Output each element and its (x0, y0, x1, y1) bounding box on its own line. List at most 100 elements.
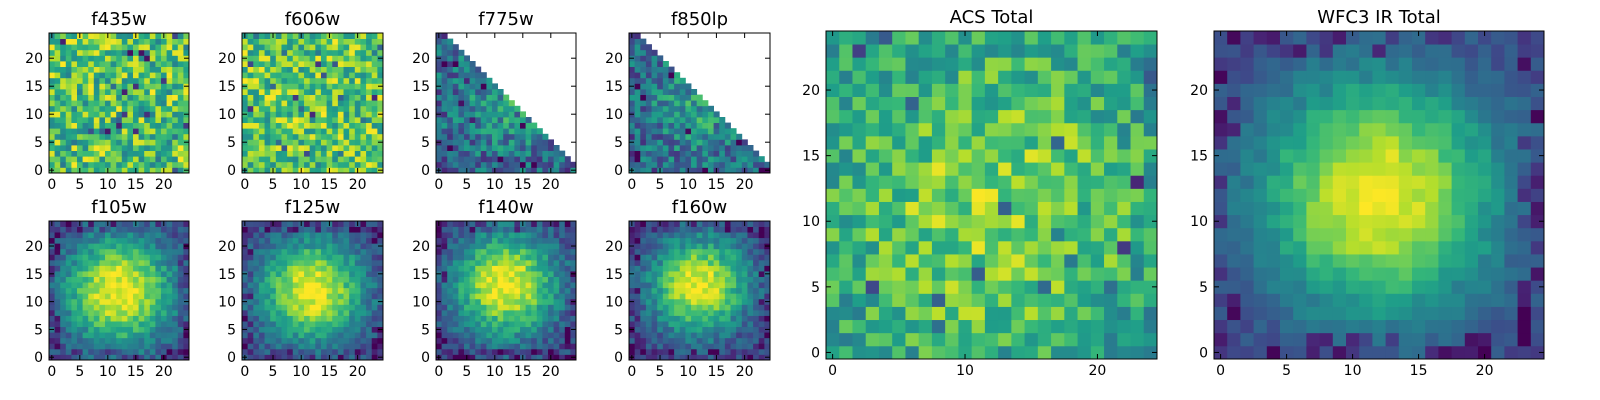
heatmap-cell (253, 44, 260, 51)
heatmap-cell (116, 282, 123, 289)
heatmap-cell (553, 156, 560, 163)
heatmap-cell (121, 259, 128, 266)
heatmap-cell (542, 254, 549, 261)
heatmap-cell (183, 265, 190, 272)
heatmap-cell (304, 337, 311, 344)
heatmap-cell (110, 287, 117, 294)
heatmap-cell (49, 61, 55, 67)
heatmap-cell (258, 271, 265, 277)
heatmap-cell (309, 83, 316, 90)
heatmap-cell (93, 287, 100, 294)
heatmap-cell (520, 226, 526, 233)
heatmap-cell (121, 117, 128, 123)
heatmap-cell (121, 89, 128, 95)
heatmap-cell (349, 38, 356, 45)
heatmap-cell (730, 332, 737, 339)
heatmap-cell (127, 167, 134, 174)
heatmap-cell (629, 94, 636, 101)
heatmap-cell (564, 167, 571, 174)
heatmap-cell (166, 237, 173, 244)
heatmap-cell (326, 293, 333, 300)
heatmap-cell (247, 265, 254, 272)
heatmap-cell (349, 332, 356, 339)
heatmap-cell (747, 276, 754, 283)
heatmap-cell (480, 243, 487, 250)
panel-title: f606w (285, 9, 340, 30)
heatmap-cell (54, 66, 61, 73)
heatmap-cell (366, 49, 373, 56)
heatmap-cell (166, 232, 173, 239)
heatmap-cell (275, 89, 282, 95)
heatmap-cell (177, 55, 184, 62)
heatmap-cell (166, 326, 173, 333)
heatmap-cell (127, 298, 134, 305)
heatmap-cell (758, 276, 765, 283)
heatmap-cell (264, 117, 271, 123)
heatmap-cell (531, 122, 538, 129)
heatmap-cell (520, 117, 526, 123)
heatmap-cell (110, 117, 117, 123)
heatmap-cell (713, 248, 720, 255)
heatmap-cell (292, 271, 299, 277)
heatmap-cell (536, 248, 543, 255)
heatmap-cell (475, 337, 482, 344)
heatmap-cell (719, 326, 726, 333)
heatmap-cell (724, 309, 731, 316)
heatmap-cell (531, 259, 538, 266)
heatmap-cell (354, 83, 361, 90)
heatmap-cell (503, 139, 510, 146)
heatmap-cell (464, 161, 470, 168)
heatmap-cell (497, 304, 504, 311)
heatmap-cell (629, 287, 636, 294)
heatmap-cell (719, 167, 726, 174)
heatmap-cell (679, 128, 686, 135)
heatmap-cell (679, 77, 686, 84)
heatmap-cell (458, 243, 465, 250)
heatmap-cell (486, 83, 493, 90)
heatmap-cell (629, 259, 636, 266)
heatmap-cell (247, 348, 254, 355)
heatmap-cell (138, 276, 145, 283)
heatmap-cell (730, 254, 737, 261)
heatmap-cell (736, 282, 743, 289)
heatmap-cell (480, 282, 487, 289)
heatmap-cell (475, 111, 482, 118)
panel-title: f435w (91, 9, 146, 30)
heatmap-cell (49, 89, 55, 95)
heatmap-cell (458, 150, 465, 157)
heatmap-cell (183, 287, 190, 294)
heatmap-cell (508, 354, 515, 361)
heatmap-cell (497, 321, 504, 328)
heatmap-cell (253, 337, 260, 344)
heatmap-cell (679, 117, 686, 123)
heatmap-cell (258, 265, 265, 272)
heatmap-cell (719, 156, 726, 163)
heatmap-cell (292, 94, 299, 101)
heatmap-cell (497, 156, 504, 163)
heatmap-cell (696, 321, 703, 328)
heatmap-cell (270, 139, 277, 146)
heatmap-cell (486, 94, 493, 101)
heatmap-cell (281, 259, 288, 266)
heatmap-cell (155, 33, 162, 39)
heatmap-cell (155, 271, 162, 277)
heatmap-cell (144, 122, 151, 129)
heatmap-cell (127, 321, 134, 328)
heatmap-cell (177, 156, 184, 163)
heatmap-cell (138, 254, 145, 261)
heatmap-cell (1051, 280, 1065, 294)
heatmap-cell (634, 326, 641, 333)
heatmap-cell (287, 66, 294, 73)
heatmap-cell (54, 348, 61, 355)
heatmap-cell (309, 117, 316, 123)
heatmap-cell (1104, 293, 1118, 307)
heatmap-cell (531, 145, 538, 151)
heatmap-cell (65, 77, 72, 84)
heatmap-cell (508, 237, 515, 244)
heatmap-cell (258, 133, 265, 140)
heatmap-cell (93, 259, 100, 266)
heatmap-cell (492, 161, 498, 168)
heatmap-cell (275, 111, 282, 118)
heatmap-cell (377, 38, 384, 45)
heatmap-cell (247, 326, 254, 333)
